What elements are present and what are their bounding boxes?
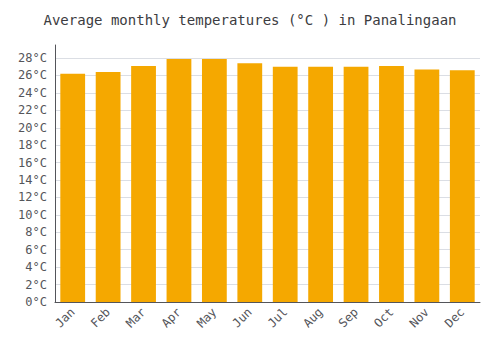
svg-text:Apr: Apr bbox=[159, 305, 184, 330]
svg-text:Dec: Dec bbox=[442, 305, 467, 330]
svg-text:22°C: 22°C bbox=[18, 103, 47, 117]
svg-text:Jun: Jun bbox=[230, 305, 255, 330]
svg-text:May: May bbox=[194, 305, 219, 330]
svg-text:18°C: 18°C bbox=[18, 138, 47, 152]
svg-text:Jan: Jan bbox=[52, 305, 77, 330]
svg-text:24°C: 24°C bbox=[18, 86, 47, 100]
svg-text:8°C: 8°C bbox=[25, 225, 47, 239]
svg-text:Sep: Sep bbox=[336, 305, 361, 330]
svg-text:14°C: 14°C bbox=[18, 173, 47, 187]
svg-text:10°C: 10°C bbox=[18, 208, 47, 222]
svg-text:Mar: Mar bbox=[123, 305, 148, 330]
svg-text:2°C: 2°C bbox=[25, 278, 47, 292]
svg-text:Average monthly temperatures (: Average monthly temperatures (°C ) in Pa… bbox=[43, 12, 456, 28]
svg-text:0°C: 0°C bbox=[25, 295, 47, 309]
svg-text:Aug: Aug bbox=[300, 305, 325, 330]
svg-text:4°C: 4°C bbox=[25, 260, 47, 274]
svg-text:Jul: Jul bbox=[265, 305, 290, 330]
svg-text:Nov: Nov bbox=[407, 305, 432, 330]
svg-text:Oct: Oct bbox=[371, 305, 396, 330]
svg-text:26°C: 26°C bbox=[18, 68, 47, 82]
svg-text:16°C: 16°C bbox=[18, 156, 47, 170]
svg-text:6°C: 6°C bbox=[25, 243, 47, 257]
svg-text:28°C: 28°C bbox=[18, 51, 47, 65]
svg-text:12°C: 12°C bbox=[18, 190, 47, 204]
svg-text:Feb: Feb bbox=[88, 305, 113, 330]
svg-text:20°C: 20°C bbox=[18, 121, 47, 135]
